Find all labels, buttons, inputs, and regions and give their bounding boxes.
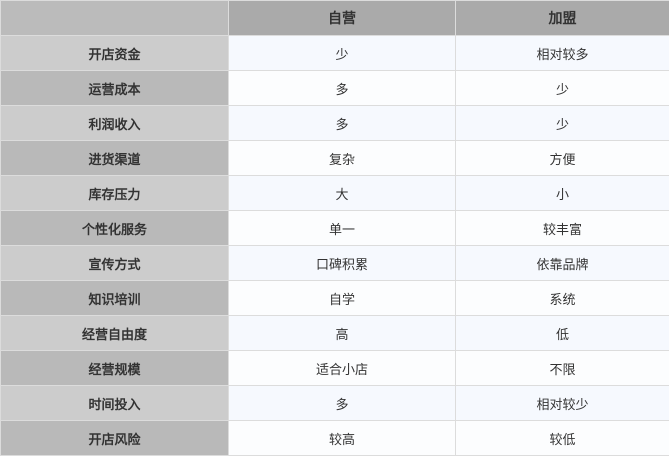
table-row: 经营规模 适合小店 不限 <box>0 350 669 386</box>
row-label: 时间投入 <box>0 385 229 421</box>
cell-self-operated: 多 <box>228 105 456 141</box>
cell-self-operated: 多 <box>228 70 456 106</box>
row-label: 进货渠道 <box>0 140 229 176</box>
cell-self-operated: 自学 <box>228 280 456 316</box>
row-label: 个性化服务 <box>0 210 229 246</box>
row-label: 开店资金 <box>0 35 229 71</box>
cell-self-operated: 单一 <box>228 210 456 246</box>
table-row: 开店资金少相对较多 <box>0 35 669 71</box>
cell-franchise: 方便 <box>455 140 669 176</box>
cell-self-operated: 大 <box>228 175 456 211</box>
cell-self-operated: 较高 <box>228 420 456 456</box>
cell-franchise: 小 <box>455 175 669 211</box>
cell-franchise: 少 <box>455 105 669 141</box>
cell-franchise: 相对较多 <box>455 35 669 71</box>
cell-self-operated: 少 <box>228 35 456 71</box>
cell-franchise: 不限 <box>455 350 669 386</box>
row-label: 知识培训 <box>0 280 229 316</box>
header-corner <box>0 0 229 36</box>
cell-franchise: 低 <box>455 315 669 351</box>
row-label: 运营成本 <box>0 70 229 106</box>
table-row: 时间投入多相对较少 <box>0 385 669 421</box>
cell-self-operated: 高 <box>228 315 456 351</box>
cell-self-operated: 口碑积累 <box>228 245 456 281</box>
cell-self-operated: 多 <box>228 385 456 421</box>
row-label: 宣传方式 <box>0 245 229 281</box>
table-row: 利润收入多少 <box>0 105 669 141</box>
cell-franchise: 较低 <box>455 420 669 456</box>
table-row: 进货渠道 复杂 方便 <box>0 140 669 176</box>
comparison-table: 自营 加盟 开店资金少相对较多 运营成本多少利润收入多少进货渠道 复杂 方便 库存压力大… <box>0 0 669 456</box>
table-row: 知识培训 自学 系统 <box>0 280 669 316</box>
table-row: 开店风险 较高 较低 <box>0 420 669 456</box>
table-row: 运营成本多少 <box>0 70 669 106</box>
cell-self-operated: 适合小店 <box>228 350 456 386</box>
row-label: 经营自由度 <box>0 315 229 351</box>
cell-self-operated: 复杂 <box>228 140 456 176</box>
row-label: 开店风险 <box>0 420 229 456</box>
cell-franchise: 相对较少 <box>455 385 669 421</box>
header-self-operated: 自营 <box>228 0 456 36</box>
row-label: 库存压力 <box>0 175 229 211</box>
table-row: 库存压力大小 <box>0 175 669 211</box>
header-franchise: 加盟 <box>455 0 669 36</box>
row-label: 经营规模 <box>0 350 229 386</box>
cell-franchise: 依靠品牌 <box>455 245 669 281</box>
cell-franchise: 系统 <box>455 280 669 316</box>
cell-franchise: 较丰富 <box>455 210 669 246</box>
table-row: 经营自由度高低 <box>0 315 669 351</box>
header-row: 自营 加盟 <box>0 0 669 36</box>
table-row: 宣传方式 口碑积累 依靠品牌 <box>0 245 669 281</box>
cell-franchise: 少 <box>455 70 669 106</box>
table-row: 个性化服务 单一 较丰富 <box>0 210 669 246</box>
row-label: 利润收入 <box>0 105 229 141</box>
